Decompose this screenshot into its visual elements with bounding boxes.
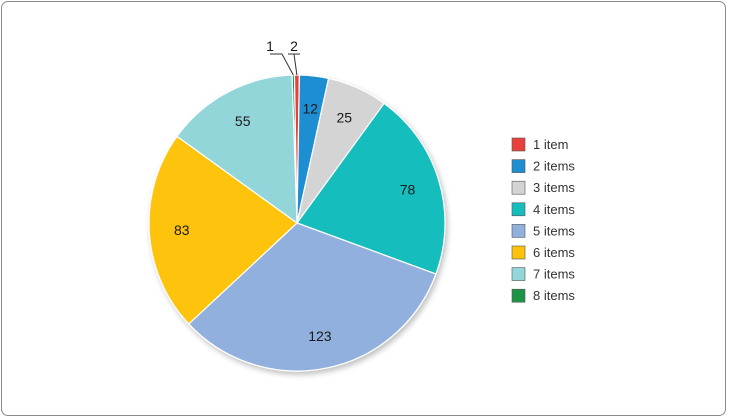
legend-label-6: 6 items [533,245,575,260]
legend-label-3: 3 items [533,180,575,195]
slice-labels: 12 25 78 123 83 55 1 2 [174,38,415,344]
slice-value-label-4: 78 [400,182,416,198]
slice-value-label-3: 25 [337,110,353,126]
slice-value-label-2: 12 [303,100,319,116]
legend: 1 item 2 items 3 items 4 items 5 items 6 item… [511,137,575,303]
legend-swatch-8 [511,288,526,303]
slice-value-label-7: 55 [235,113,251,129]
pie-slices [148,74,446,372]
legend-swatch-6 [511,245,526,260]
legend-swatch-3 [511,180,526,195]
legend-label-2: 2 items [533,159,575,174]
slice-value-label-6: 83 [174,222,190,238]
pie-slice-4 [296,102,446,275]
legend-swatch-4 [511,202,526,217]
legend-swatch-5 [511,224,526,238]
slice-value-label-5: 123 [308,328,332,344]
leader-line-1 [293,53,298,76]
slice-value-label-8: 1 [266,38,274,54]
legend-swatch-2 [511,159,526,173]
pie-slice-6 [148,135,298,325]
legend-swatch-7 [511,267,526,281]
leader-line-8 [281,53,294,76]
pie-slice-5 [187,222,437,372]
slice-value-label-1: 2 [290,38,298,54]
legend-label-7: 7 items [533,267,575,282]
leader-lines [270,53,300,76]
legend-label-8: 8 items [533,288,575,303]
legend-label-4: 4 items [533,202,575,217]
legend-label-1: 1 item [533,137,568,152]
pie-slice-7 [176,74,298,225]
legend-swatch-1 [511,137,526,152]
legend-label-5: 5 items [533,223,575,238]
